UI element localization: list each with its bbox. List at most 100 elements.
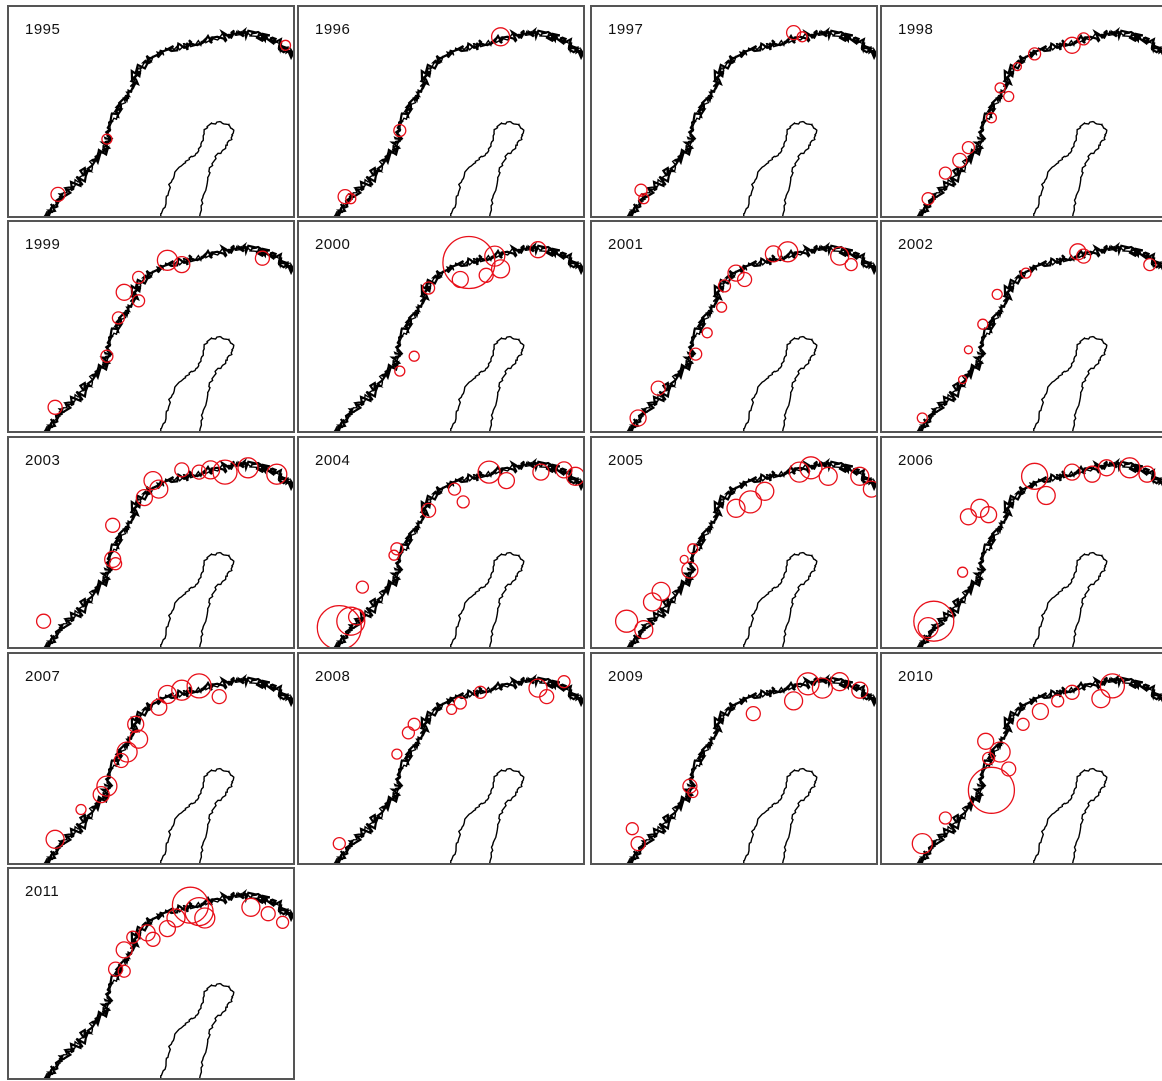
- map-2007: [43, 673, 293, 863]
- observation-circle: [916, 412, 928, 424]
- year-label: 2003: [25, 452, 61, 469]
- map-panel-1995: 1995: [7, 5, 295, 218]
- observation-circle: [981, 751, 996, 766]
- observation-circle: [355, 580, 370, 594]
- observation-circle: [266, 463, 288, 485]
- observation-circle: [316, 604, 362, 647]
- observation-circle: [715, 301, 728, 313]
- observation-circle: [171, 679, 193, 701]
- map-panel-2007: 2007: [7, 652, 295, 865]
- gulf-of-bothnia-outline: [160, 335, 235, 431]
- gulf-of-bothnia-outline: [160, 767, 235, 863]
- observation-circle: [1119, 457, 1141, 479]
- map-panel-1999: 1999: [7, 220, 295, 433]
- observation-circle: [116, 741, 138, 763]
- observation-circle: [237, 457, 259, 479]
- observation-circle: [345, 193, 357, 205]
- observation-circle: [851, 681, 869, 699]
- observation-circle: [75, 803, 87, 816]
- observation-circle: [408, 350, 420, 362]
- coastline: [917, 457, 1162, 647]
- map-1995: [43, 26, 293, 216]
- observation-circle: [390, 542, 404, 556]
- coastline: [334, 673, 583, 863]
- observation-circle: [913, 600, 955, 642]
- observation-circle: [260, 906, 276, 922]
- observation-circle: [985, 112, 998, 124]
- observation-circle: [158, 919, 177, 938]
- map-panel-2011: 2011: [7, 867, 295, 1080]
- observation-circle: [174, 462, 190, 478]
- observation-circle: [47, 399, 63, 415]
- observation-circle: [279, 39, 292, 51]
- observation-circle: [736, 271, 753, 288]
- coastline-islands: [916, 460, 1162, 647]
- coastline-islands: [333, 676, 583, 863]
- coastline: [334, 26, 583, 216]
- observation-circle: [135, 488, 154, 507]
- coastline-islands: [333, 460, 583, 647]
- gulf-of-bothnia-outline: [160, 551, 235, 647]
- observation-circle: [938, 811, 953, 825]
- observation-circle: [1097, 459, 1116, 477]
- observation-circle: [629, 409, 647, 427]
- map-2001: [626, 241, 876, 431]
- observation-circle: [211, 688, 227, 705]
- observation-circle: [1063, 36, 1081, 54]
- map-2005: [614, 456, 876, 647]
- observation-circle: [241, 897, 261, 917]
- observation-circle: [1003, 90, 1015, 103]
- observation-circle: [701, 327, 713, 339]
- observation-circle: [1020, 462, 1049, 490]
- observation-circle: [126, 930, 140, 944]
- gulf-of-bothnia-outline: [450, 120, 525, 216]
- observation-circle: [963, 345, 974, 355]
- observation-circle: [796, 672, 820, 696]
- gulf-of-bothnia-outline: [1033, 767, 1108, 863]
- observation-circle: [532, 463, 550, 481]
- coastline: [627, 673, 876, 863]
- gulf-of-bothnia-outline: [1033, 551, 1108, 647]
- observation-circle: [173, 255, 191, 274]
- gulf-of-bothnia-outline: [160, 982, 235, 1078]
- map-panel-2008: 2008: [297, 652, 585, 865]
- coastline: [627, 26, 876, 216]
- observation-circle: [977, 318, 989, 330]
- observation-circle: [191, 464, 207, 480]
- observation-circle: [407, 717, 421, 731]
- observation-circle: [186, 673, 212, 699]
- coastline-islands: [626, 29, 876, 216]
- observation-circle: [957, 374, 968, 385]
- map-panel-2000: 2000: [297, 220, 585, 433]
- observation-circle: [254, 250, 271, 266]
- observation-circle: [557, 675, 571, 689]
- map-2008: [332, 673, 583, 863]
- observation-circle: [788, 461, 811, 483]
- observation-circle: [275, 915, 290, 929]
- observation-circle: [539, 688, 555, 705]
- observation-circle: [1016, 717, 1030, 731]
- year-label: 1998: [898, 21, 934, 38]
- observation-circle: [1138, 465, 1156, 483]
- observation-circle: [131, 270, 146, 285]
- map-2011: [43, 886, 293, 1078]
- observation-circle: [777, 241, 799, 263]
- observation-circle: [818, 466, 838, 486]
- observation-circle: [1031, 702, 1050, 721]
- observation-circle: [35, 613, 52, 629]
- year-label: 1997: [608, 21, 644, 38]
- observation-circle: [194, 907, 216, 929]
- coastline: [44, 26, 293, 216]
- observation-circle: [108, 557, 123, 571]
- observation-circle: [131, 294, 146, 308]
- observation-circle: [150, 698, 168, 716]
- coastline: [917, 241, 1162, 431]
- observation-circle: [952, 152, 968, 169]
- gulf-of-bothnia-outline: [160, 120, 235, 216]
- observation-circle: [745, 705, 761, 722]
- map-2006: [913, 457, 1162, 647]
- year-label: 1995: [25, 21, 61, 38]
- coastline: [627, 241, 876, 431]
- coastline-islands: [43, 29, 293, 216]
